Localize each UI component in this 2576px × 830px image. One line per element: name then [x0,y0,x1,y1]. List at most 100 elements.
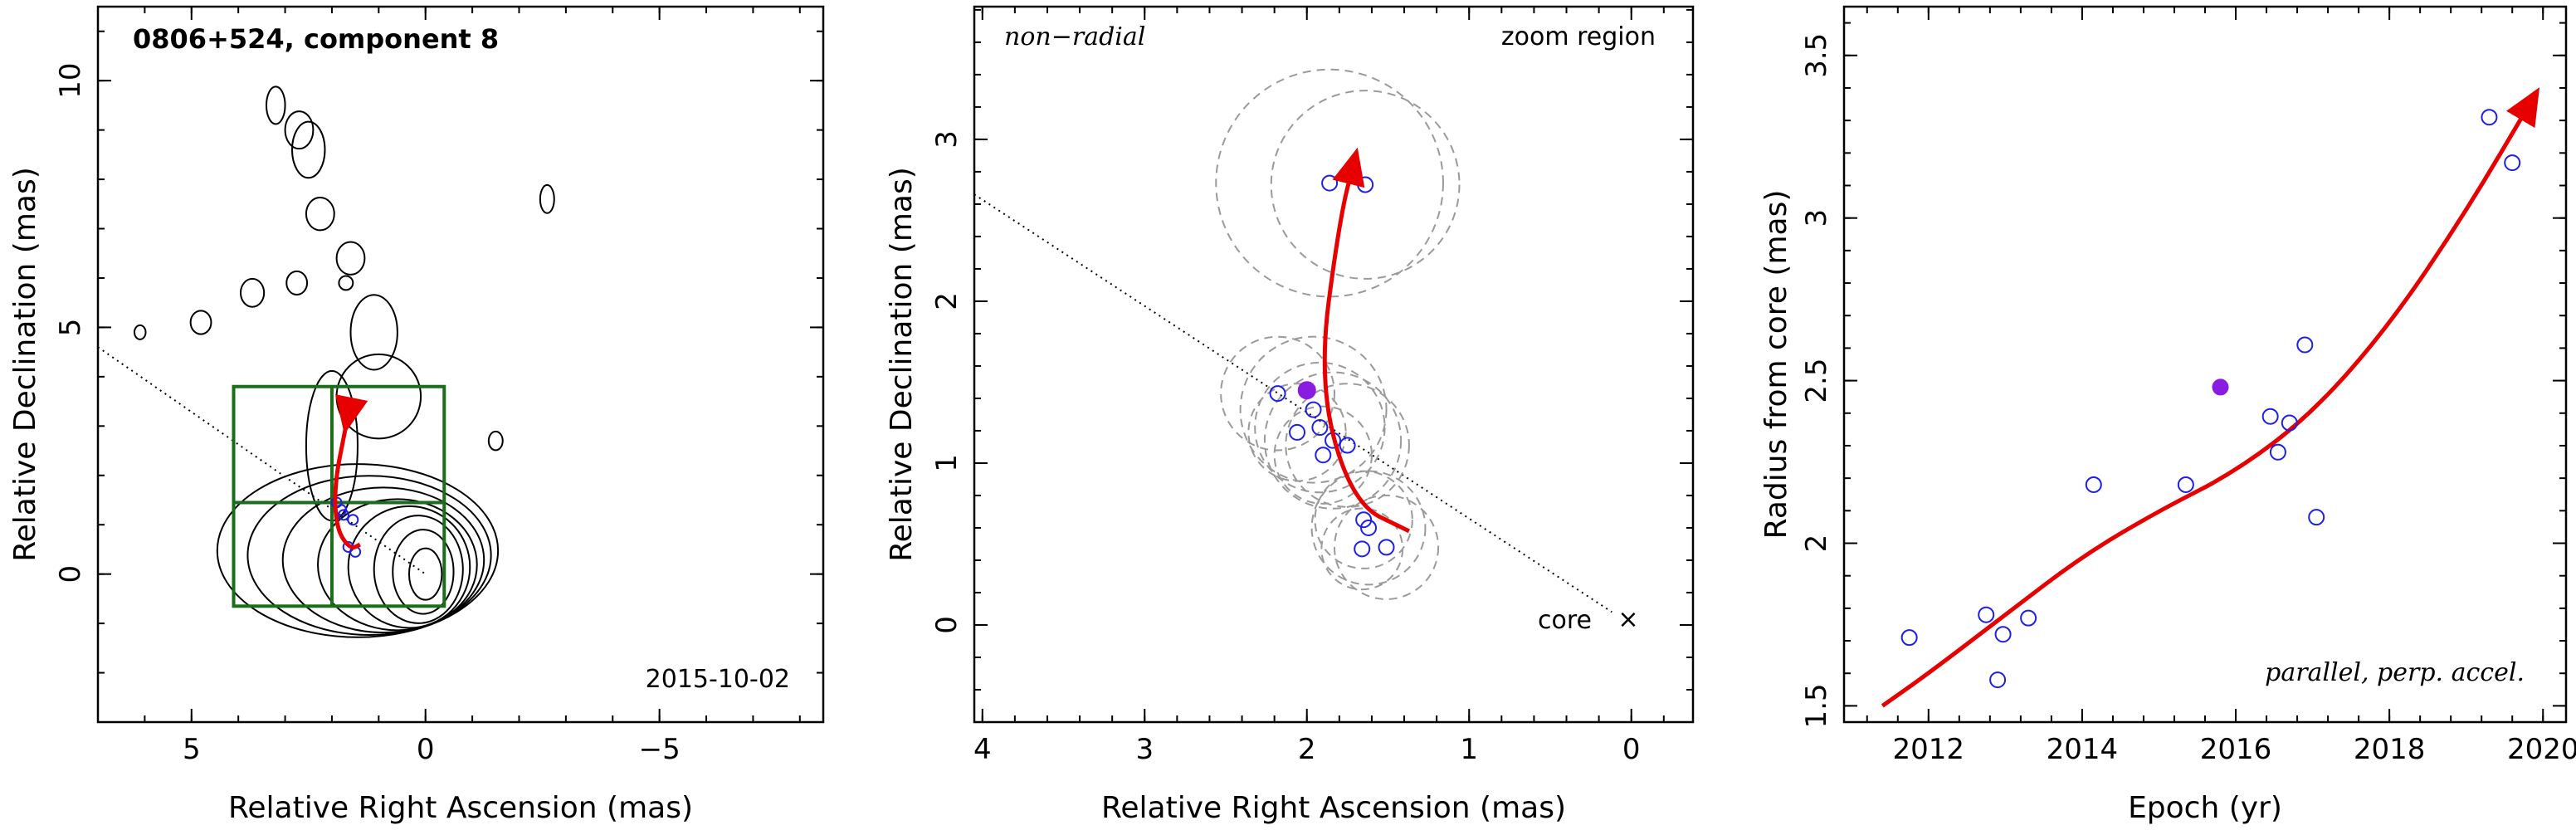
middle-error-circle [1314,470,1413,569]
left-contour-blob [291,120,326,179]
middle-error-circle [1239,335,1388,484]
middle-y-tick-label: 2 [930,292,964,310]
left-contour-level [347,505,471,629]
middle-y-tick-label: 1 [930,454,964,472]
left-contour-blob [349,294,398,371]
right-data-point [1989,671,2007,689]
panel-left-contour-map: 5 0 −5 0 5 10 0806+524, component 8 2015-10-0… [8,5,825,825]
left-trajectory-arrow [333,394,368,550]
left-contour-level [246,475,492,636]
left-contour-blob [487,430,504,452]
right-y-tick-label: 2.5 [1800,359,1833,403]
middle-y-axis-label: Relative Declination (mas) [885,167,919,562]
middle-trajectory-arrow [1322,147,1410,534]
right-data-point [2296,336,2314,354]
middle-data-point [1321,174,1339,192]
right-fit-curve [1881,87,2540,708]
left-contour-level [407,547,443,601]
middle-core-label: core [1538,606,1592,635]
middle-error-circle [1254,361,1386,494]
middle-error-circle [1215,68,1444,298]
middle-y-tick-label: 0 [930,616,964,634]
left-contour-blob [539,183,555,214]
middle-ticks: 4 3 2 1 0 0 1 2 3 [930,7,1693,766]
right-data-point [2308,509,2325,526]
middle-data-point [1354,540,1371,558]
middle-y-tick-label: 3 [930,130,964,149]
right-x-tick-label: 2016 [2200,733,2272,766]
middle-x-tick-label: 1 [1460,733,1478,766]
right-data-point [2261,408,2279,425]
right-x-tick-label: 2012 [1893,733,1965,766]
middle-error-circle [1285,383,1410,508]
right-highlight-point [2212,378,2229,396]
middle-data-point [1269,385,1286,403]
left-contour-blob [133,324,147,340]
left-contour-blob [335,241,366,276]
middle-data-point [1378,539,1395,556]
left-y-tick-label: 10 [54,63,87,99]
middle-data-point [1357,176,1374,193]
middle-x-tick-label: 3 [1135,733,1154,766]
right-x-tick-label: 2018 [2354,733,2426,766]
left-contour-level [392,529,455,615]
right-data-point [1994,626,2012,643]
middle-x-tick-label: 2 [1298,733,1316,766]
middle-error-circle [1263,371,1403,510]
middle-data-point [1360,519,1378,536]
middle-data-point [1315,447,1332,464]
right-y-tick-label: 3.5 [1800,33,1833,78]
left-plot-area [97,85,555,638]
left-contour-level [317,498,478,632]
left-projection-line [97,346,427,575]
left-zoom-box [232,384,446,608]
right-plot-area [1881,87,2540,708]
left-y-tick-label: 5 [54,319,87,337]
middle-data-point [1305,401,1322,418]
left-title: 0806+524, component 8 [133,23,499,55]
left-x-tick-label: 0 [417,733,435,766]
middle-annotation-zoom-region: zoom region [1501,22,1656,51]
right-data-point [2504,154,2521,172]
middle-error-circle [1320,507,1404,591]
middle-data-point [1355,511,1373,529]
middle-annotation-non-radial: non−radial [1004,22,1145,51]
middle-highlight-point [1297,381,1316,400]
left-contour-blob [338,275,354,291]
right-ticks: 2012 2014 2016 2018 2020 1.5 2 2.5 3 3.5 [1800,7,2576,766]
middle-core-marker: × [1617,605,1638,634]
middle-axes-frame [973,5,1695,724]
middle-plot-area [973,68,1612,613]
left-contour-blob [239,277,266,308]
middle-error-circle [1270,90,1461,280]
middle-error-circle [1273,405,1373,505]
left-contours [133,85,555,638]
middle-projection-line [973,193,1612,613]
right-y-tick-label: 3 [1800,209,1833,227]
right-y-tick-label: 2 [1800,535,1833,553]
right-data-point [2085,476,2102,493]
left-data-point [347,514,359,526]
right-axes-frame [1842,5,2568,724]
left-contour-blob [285,270,309,296]
left-y-axis-label: Relative Declination (mas) [8,167,42,562]
middle-data-point [1289,423,1306,441]
middle-x-tick-label: 4 [973,733,992,766]
left-contour-blob [265,85,286,125]
middle-data-point [1311,419,1329,437]
right-x-tick-label: 2014 [2047,733,2119,766]
middle-error-circle [1310,470,1427,586]
left-contour-level [373,515,464,624]
middle-data-point [1339,437,1356,454]
right-x-axis-label: Epoch (yr) [2128,791,2282,825]
middle-error-circle [1333,494,1440,600]
right-y-tick-label: 1.5 [1800,683,1833,728]
right-annotation: parallel, perp. accel. [2265,658,2525,687]
left-axes-frame [96,5,825,724]
middle-x-tick-label: 0 [1622,733,1641,766]
right-x-tick-label: 2020 [2507,733,2576,766]
left-y-tick-label: 0 [54,565,87,583]
right-data-point [1900,629,1918,647]
right-data-point [2481,109,2498,126]
